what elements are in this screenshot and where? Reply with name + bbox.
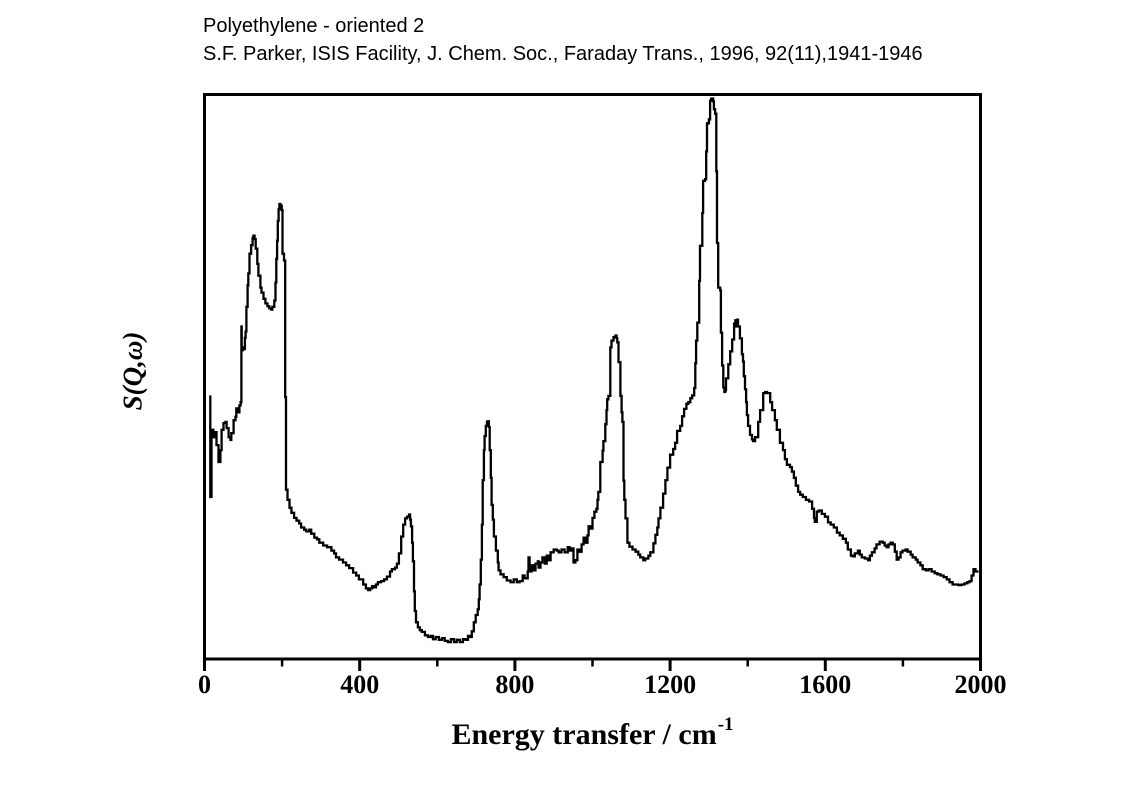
spectrum-curve [209,97,979,644]
x-axis-label-text: Energy transfer / cm [451,718,717,751]
x-tick-label: 1600 [799,670,852,699]
x-axis-label-exponent: -1 [717,714,734,735]
x-axis-label: Energy transfer / cm-1 [392,715,792,752]
plot-frame [203,93,982,661]
chart-citation: S.F. Parker, ISIS Facility, J. Chem. Soc… [203,43,923,65]
chart-title: Polyethylene - oriented 2 [203,15,425,37]
x-tick-label: 0 [198,670,211,699]
x-tick-label: 2000 [954,670,1007,699]
x-tick-label: 400 [340,670,380,699]
x-tick-label: 800 [495,670,535,699]
x-tick-label: 1200 [644,670,697,699]
